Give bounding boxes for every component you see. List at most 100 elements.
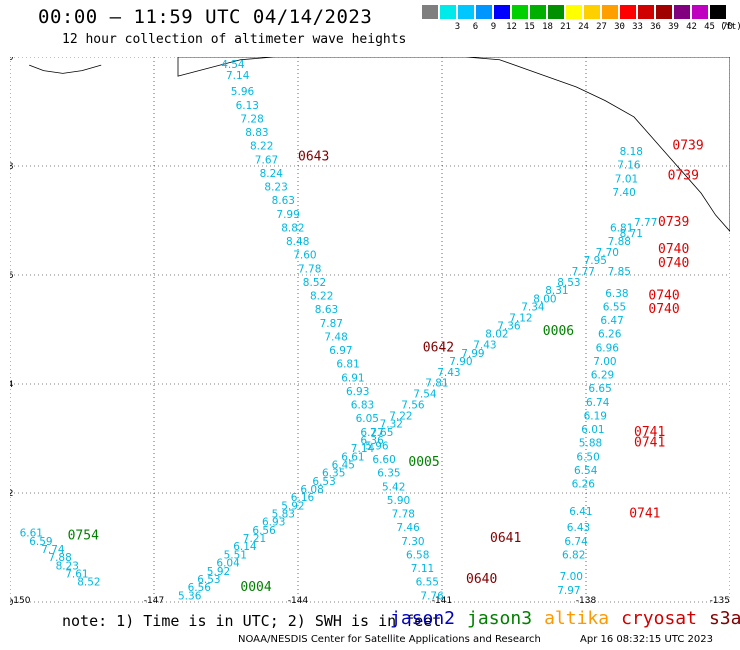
wave-height-value: 7.14 [351,443,375,455]
wave-height-value: 5.42 [382,481,405,493]
wave-height-value: 6.56 [188,582,212,594]
legend-label: 24 [578,22,589,32]
pass-time-label: 0740 [648,302,679,317]
pass-time-label: 0006 [543,324,574,339]
legend-label: 21 [560,22,571,32]
wave-height-value: 6.43 [567,522,590,534]
lon-tick-label: -150 [10,596,31,605]
wave-height-value: 7.00 [593,356,616,368]
wave-height-value: 6.54 [574,465,598,477]
wave-height-value: 6.41 [569,506,592,518]
wave-height-value: 7.16 [617,160,641,172]
legend-label: 3 [454,22,461,32]
legend-swatch [422,5,439,19]
legend-swatch [638,5,655,19]
wave-height-value: 7.60 [293,250,316,262]
wave-height-value: 6.65 [588,383,611,395]
wave-height-value: 6.26 [572,479,596,491]
wave-height-value: 8.24 [260,168,284,180]
wave-height-value: 7.46 [396,522,420,534]
pass-time-label: 0740 [648,289,679,304]
pass-time-label: 0643 [298,150,329,165]
wave-height-value: 7.48 [324,331,347,343]
pass-time-label: 0741 [634,425,665,440]
wave-height-value: 6.47 [600,315,623,327]
legend-swatch [692,5,709,19]
wave-height-value: 7.88 [608,236,631,248]
wave-height-value: 6.53 [197,574,220,586]
pass-time-label: 0754 [68,528,99,543]
legend-swatch [620,5,637,19]
wave-height-value: 7.90 [449,356,472,368]
pass-time-label: 0642 [423,340,454,355]
pass-time-label: 0739 [668,169,699,184]
wave-height-value: 8.22 [250,141,273,153]
footer-note: note: 1) Time is in UTC; 2) SWH is in fe… [62,612,442,630]
wave-height-value: 6.93 [262,517,285,529]
satellite-label-altika: altika [544,608,610,629]
lon-tick-label: -141 [432,596,452,605]
wave-height-value: 7.54 [413,389,437,401]
map-grid [10,57,730,603]
wave-height-value: 5.96 [365,440,389,452]
wave-height-value: 6.61 [20,528,43,540]
wave-height-value: 7.87 [320,318,343,330]
pass-time-label: 0739 [672,139,703,154]
wave-height-values: 4.547.145.966.137.288.838.227.678.248.23… [20,59,658,602]
wave-height-value: 6.83 [351,400,374,412]
wave-height-value: 6.05 [356,413,379,425]
wave-height-value: 7.88 [48,552,71,564]
chart-title: 00:00 – 11:59 UTC 04/14/2023 [38,6,373,28]
satellite-label-jason3: jason3 [467,608,533,629]
pass-time-label: 0004 [240,580,271,595]
satellite-label-cryosat: cryosat [621,608,697,629]
wave-height-value: 6.50 [576,451,599,463]
wave-height-value: 6.19 [584,410,607,422]
pass-time-label: 0640 [466,572,497,587]
wave-height-value: 8.63 [272,195,295,207]
lat-tick-label: 56 [10,271,14,281]
legend-swatch [512,5,529,19]
legend-unit: (ft) [720,22,740,32]
coastline-land [29,57,730,233]
wave-height-value: 7.36 [497,321,521,333]
pass-time-label: 0740 [658,242,689,257]
wave-height-value: 7.65 [370,427,393,439]
wave-height-value: 5.36 [178,590,202,602]
wave-height-value: 6.56 [252,525,276,537]
wave-height-value: 6.16 [291,492,315,504]
wave-height-value: 7.67 [255,154,278,166]
wave-height-value: 6.26 [598,329,622,341]
wave-height-value: 7.95 [584,255,607,267]
lat-tick-label: 60 [10,57,14,63]
wave-height-value: 5.90 [387,495,410,507]
wave-height-value: 6.61 [341,451,364,463]
chart-subtitle: 12 hour collection of altimeter wave hei… [62,32,407,47]
wave-height-value: 7.97 [557,585,580,597]
wave-height-value: 7.32 [380,419,403,431]
wave-height-value: 6.93 [346,386,369,398]
legend-label: 45 [704,22,715,32]
wave-height-value: 6.14 [233,541,257,553]
wave-height-value: 6.97 [329,345,352,357]
legend-label: 27 [596,22,607,32]
lon-tick-label: -147 [144,596,164,605]
satellite-label-jason2: jason2 [390,608,456,629]
wave-height-value: 8.83 [245,127,268,139]
wave-height-value: 7.85 [608,266,631,278]
wave-height-value: 8.71 [620,228,643,240]
wave-height-value: 5.92 [281,500,304,512]
wave-height-value: 8.23 [264,182,287,194]
lon-tick-label: -135 [710,596,730,605]
wave-height-value: 7.11 [411,563,434,575]
legend-swatch [710,5,727,19]
wave-height-value: 7.74 [41,544,65,556]
wave-height-value: 6.04 [216,558,240,570]
wave-height-value: 5.51 [224,549,247,561]
wave-height-value: 7.43 [437,367,460,379]
wave-height-value: 6.82 [562,549,585,561]
wave-height-value: 8.53 [557,277,580,289]
wave-height-value: 8.52 [303,277,326,289]
wave-height-value: 5.88 [579,438,602,450]
lat-tick-label: 58 [10,162,14,172]
